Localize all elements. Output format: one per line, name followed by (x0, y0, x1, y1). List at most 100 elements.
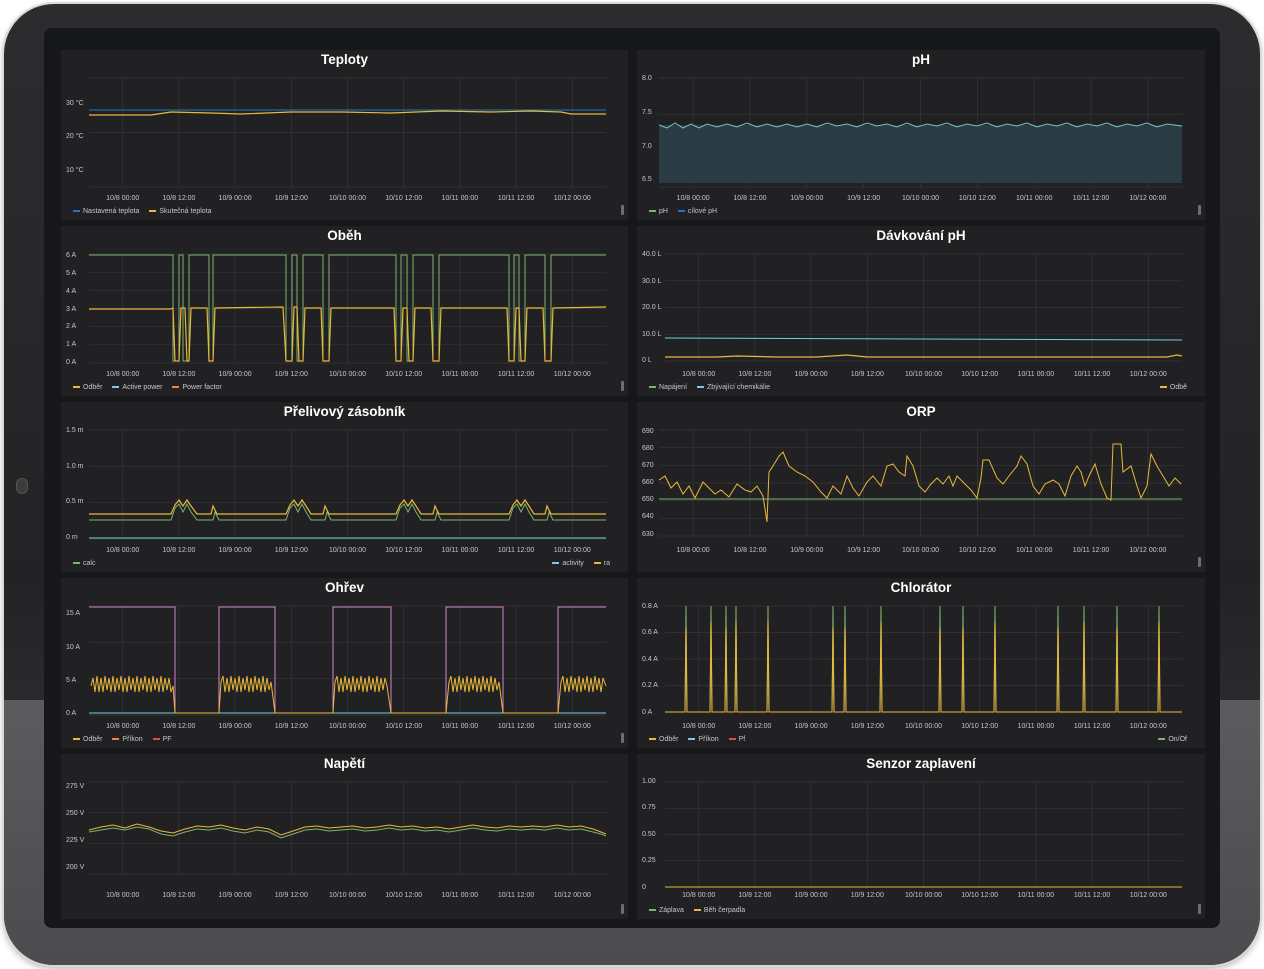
x-tick: 10/10 12:00 (385, 892, 422, 899)
panel-orp[interactable]: ORP 690 680 670 660 650 640 630 10/8 00:… (637, 402, 1205, 572)
panel-prelivovy-zasobnik[interactable]: Přelivový zásobník 1.5 m 1.0 m 0.5 m 0 m… (61, 402, 628, 572)
x-tick: 10/11 12:00 (1074, 371, 1111, 378)
legend-item[interactable]: Odbě (1159, 384, 1187, 391)
x-tick: 10/8 00:00 (682, 723, 715, 730)
legend-item[interactable]: Odběr (73, 736, 102, 743)
legend-item[interactable]: cílové pH (677, 208, 717, 215)
x-tick: 10/8 12:00 (162, 892, 195, 899)
scroll-handle[interactable] (1198, 205, 1201, 215)
x-tick: 10/11 00:00 (442, 547, 479, 554)
x-tick: 10/8 00:00 (106, 371, 139, 378)
x-tick: 10/8 00:00 (106, 892, 139, 899)
legend-item[interactable]: Běh čerpadla (693, 907, 745, 914)
legend-item[interactable]: activity (552, 560, 584, 567)
x-ticks: 10/8 00:00 10/8 12:00 10/9 00:00 10/9 12:00… (106, 723, 591, 730)
chart-plot: 15 A 10 A 5 A 0 A 10/8 00:00 10/8 12:00 10… (66, 605, 607, 730)
x-tick: 10/10 00:00 (329, 371, 366, 378)
series-yellow (88, 823, 607, 836)
legend-item[interactable]: Pf (728, 736, 745, 743)
chart-plot: 1.00 0.75 0.50 0.25 0 10/8 00:00 10/8 12:… (642, 778, 1182, 899)
scroll-handle[interactable] (621, 381, 624, 391)
x-tick: 10/9 12:00 (851, 892, 884, 899)
y-tick: 250 V (66, 810, 85, 817)
legend-item[interactable]: ra (593, 560, 610, 567)
legend-item[interactable]: Nastavená teplota (73, 208, 139, 215)
y-tick: 660 (642, 479, 654, 486)
grid (89, 605, 606, 716)
x-tick: 10/11 00:00 (442, 892, 479, 899)
y-tick: 0.75 (642, 804, 656, 811)
panel-chlorator[interactable]: Chlorátor 0.8 A 0.6 A 0.4 A 0.2 A 0 A 10… (637, 578, 1205, 748)
x-tick: 10/11 00:00 (442, 723, 479, 730)
legend: Záplava Běh čerpadla (649, 907, 753, 914)
series-skutecna-teplota (89, 110, 606, 116)
legend-item[interactable]: Odběr (649, 736, 678, 743)
legend-item[interactable]: Příkon (688, 736, 719, 743)
x-ticks: 10/8 00:00 10/8 12:00 10/9 00:00 10/9 12:00… (682, 892, 1167, 899)
legend-item[interactable]: Active power (112, 384, 163, 391)
legend-item[interactable]: Napájení (649, 384, 687, 391)
x-ticks: 10/8 00:00 10/8 12:00 10/9 00:00 10/9 12:00… (682, 371, 1167, 378)
scroll-handle[interactable] (1198, 904, 1201, 914)
legend-item[interactable]: Záplava (649, 907, 684, 914)
series-odber (90, 675, 607, 714)
y-tick: 630 (642, 531, 654, 538)
scroll-handle[interactable] (621, 904, 624, 914)
scroll-handle[interactable] (621, 205, 624, 215)
legend-item[interactable]: Skutečná teplota (149, 208, 212, 215)
panel-teploty[interactable]: Teploty 30 °C 20 °C 10 °C 10/8 00:00 10/8… (61, 50, 628, 220)
legend-item[interactable]: On/Of (1158, 736, 1187, 743)
x-tick: 10/8 00:00 (682, 371, 715, 378)
x-ticks: 10/8 00:00 10/8 12:00 10/9 00:00 10/9 12:00… (682, 723, 1167, 730)
x-ticks: 10/8 00:00 10/8 12:00 10/9 00:00 10/9 12:00… (106, 892, 591, 899)
legend-item[interactable]: PF (152, 736, 172, 743)
legend-right: On/Of (1158, 736, 1195, 743)
legend-item[interactable]: Zbývající chemikálie (696, 384, 770, 391)
x-tick: 10/8 00:00 (106, 195, 139, 202)
legend-item[interactable]: pH (649, 208, 668, 215)
y-tick: 30.0 L (642, 278, 662, 285)
legend-item[interactable]: Příkon (112, 736, 143, 743)
series-odber (665, 621, 1182, 713)
x-tick: 10/10 12:00 (961, 371, 998, 378)
legend-item[interactable]: Power factor (172, 384, 222, 391)
x-tick: 10/8 12:00 (738, 892, 771, 899)
scroll-handle[interactable] (1198, 557, 1201, 567)
series-ph-fill (659, 125, 1182, 183)
x-tick: 10/8 00:00 (682, 892, 715, 899)
y-tick: 4 A (66, 288, 76, 295)
grid (89, 429, 606, 540)
series-ra (89, 498, 606, 515)
x-tick: 10/9 12:00 (851, 371, 884, 378)
x-tick: 10/9 00:00 (219, 371, 252, 378)
panel-napeti[interactable]: Napětí 275 V 250 V 225 V 200 V 10/8 00:0… (61, 754, 628, 919)
x-tick: 10/12 00:00 (1130, 892, 1167, 899)
x-tick: 10/10 00:00 (902, 195, 939, 202)
dashboard-screen: Teploty 30 °C 20 °C 10 °C 10/8 00:00 10/8… (44, 28, 1220, 928)
x-tick: 10/10 12:00 (959, 195, 996, 202)
series-zbyvajici-chemikalie (664, 337, 1183, 341)
panel-ohrev[interactable]: Ohřev 15 A 10 A 5 A 0 A 10/8 00:00 10/8 1… (61, 578, 628, 748)
panel-obeh[interactable]: Oběh 6 A 5 A 4 A 3 A 2 A 1 A 0 A 10/8 00… (61, 226, 628, 396)
panel-ph[interactable]: pH 8.0 7.5 7.0 6.5 10/8 00:00 10/8 12:00 1… (637, 50, 1205, 220)
legend: Napájení Zbývající chemikálie (649, 384, 778, 391)
x-tick: 10/9 12:00 (851, 723, 884, 730)
chart-plot: 275 V 250 V 225 V 200 V 10/8 00:00 10/8 1… (66, 781, 607, 899)
panel-davkovani-ph[interactable]: Dávkování pH 40.0 L 30.0 L 20.0 L 10.0 L… (637, 226, 1205, 396)
chart-plot: 40.0 L 30.0 L 20.0 L 10.0 L 0 L 10/8 00:… (642, 251, 1183, 378)
x-ticks: 10/8 00:00 10/8 12:00 10/9 00:00 10/9 12:00… (677, 547, 1167, 554)
y-tick: 10.0 L (642, 331, 662, 338)
legend-item[interactable]: Odběr (73, 384, 102, 391)
chart-plot: 8.0 7.5 7.0 6.5 10/8 00:00 10/8 12:00 10/9… (642, 75, 1183, 202)
panel-senzor-zaplaveni[interactable]: Senzor zaplavení 1.00 0.75 0.50 0.25 0 1… (637, 754, 1205, 919)
x-tick: 10/9 00:00 (219, 547, 252, 554)
x-tick: 10/12 00:00 (554, 723, 591, 730)
chart-plot: 0.8 A 0.6 A 0.4 A 0.2 A 0 A 10/8 00:00 10… (642, 603, 1182, 730)
panel-title: pH (912, 52, 930, 67)
x-tick: 10/11 00:00 (1018, 723, 1055, 730)
x-tick: 10/10 00:00 (329, 547, 366, 554)
legend-item[interactable]: calc (73, 560, 95, 567)
panel-title: ORP (906, 404, 936, 419)
scroll-handle[interactable] (621, 733, 624, 743)
x-tick: 10/9 00:00 (790, 195, 823, 202)
